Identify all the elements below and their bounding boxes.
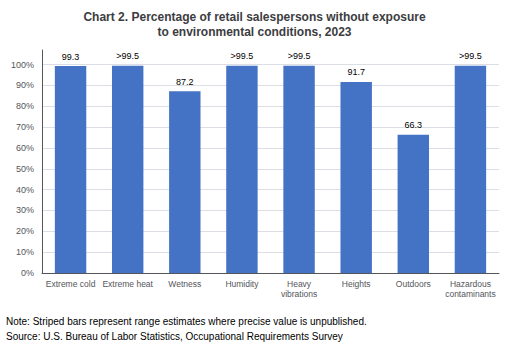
svg-text:>99.5: >99.5	[459, 51, 482, 61]
svg-text:30%: 30%	[16, 205, 34, 215]
svg-text:contaminants: contaminants	[445, 289, 496, 299]
svg-text:Outdoors: Outdoors	[396, 279, 431, 289]
svg-text:Note: Striped bars represent r: Note: Striped bars represent range estim…	[6, 316, 367, 327]
svg-text:50%: 50%	[16, 164, 34, 174]
svg-text:Extreme heat: Extreme heat	[102, 279, 153, 289]
svg-text:Heavy: Heavy	[287, 279, 312, 289]
svg-text:10%: 10%	[16, 247, 34, 257]
svg-text:20%: 20%	[16, 226, 34, 236]
svg-text:91.7: 91.7	[347, 67, 365, 77]
svg-text:vibrations: vibrations	[281, 289, 317, 299]
svg-text:Chart 2. Percentage of retail: Chart 2. Percentage of retail salesperso…	[83, 10, 425, 24]
svg-text:100%: 100%	[11, 60, 34, 70]
svg-text:90%: 90%	[16, 80, 34, 90]
svg-text:99.3: 99.3	[62, 52, 80, 62]
svg-text:Heights: Heights	[342, 279, 371, 289]
svg-text:66.3: 66.3	[405, 120, 423, 130]
svg-text:Hazardous: Hazardous	[450, 279, 491, 289]
svg-text:40%: 40%	[16, 185, 34, 195]
svg-text:80%: 80%	[16, 101, 34, 111]
svg-text:Humidity: Humidity	[225, 279, 259, 289]
svg-text:to environmental conditions, 2: to environmental conditions, 2023	[157, 25, 351, 39]
svg-text:70%: 70%	[16, 122, 34, 132]
svg-text:Source: U.S. Bureau of Labor S: Source: U.S. Bureau of Labor Statistics,…	[6, 331, 343, 342]
svg-text:>99.5: >99.5	[231, 51, 254, 61]
svg-text:0%: 0%	[21, 268, 34, 278]
svg-text:60%: 60%	[16, 143, 34, 153]
svg-text:>99.5: >99.5	[288, 51, 311, 61]
svg-text:Extreme cold: Extreme cold	[46, 279, 96, 289]
svg-text:Wetness: Wetness	[168, 279, 201, 289]
svg-text:>99.5: >99.5	[116, 51, 139, 61]
svg-text:87.2: 87.2	[176, 77, 194, 87]
